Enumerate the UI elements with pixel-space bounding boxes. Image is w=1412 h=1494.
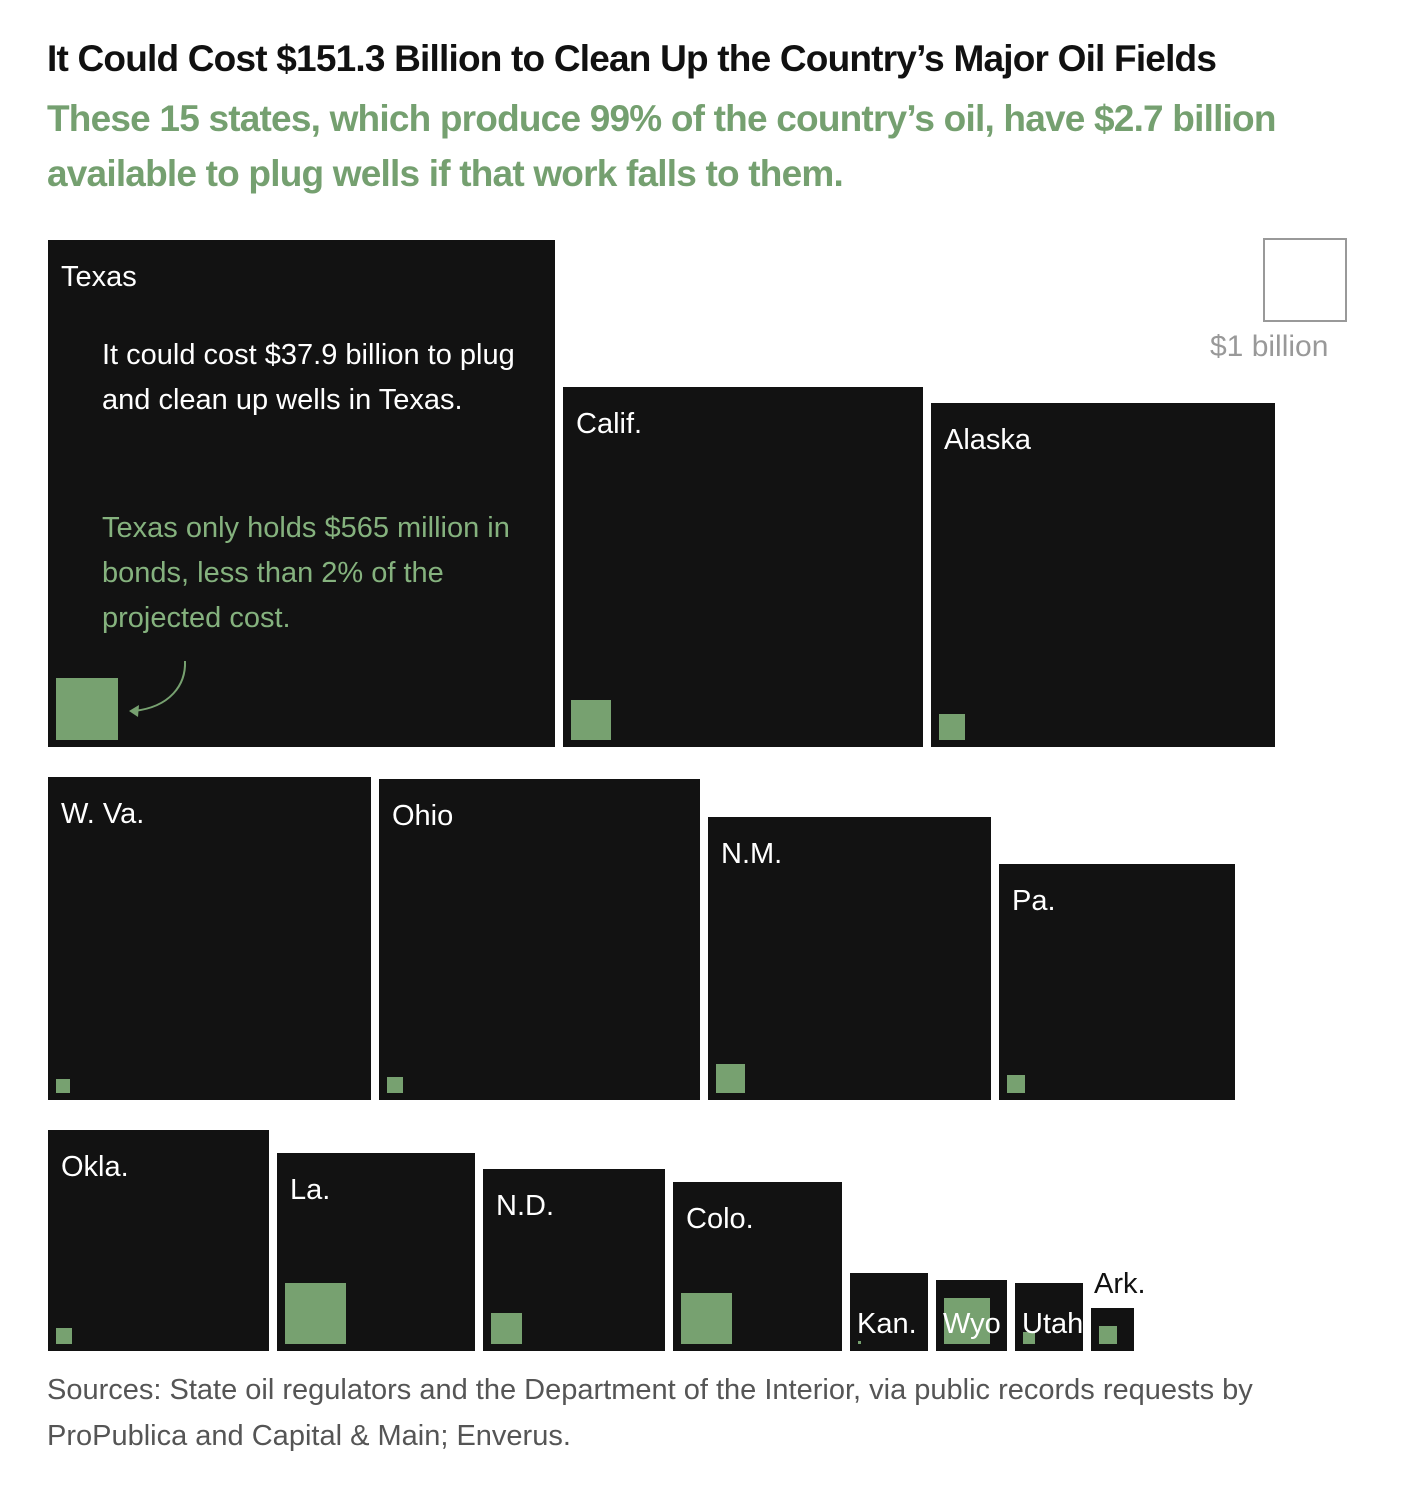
- state-label: N.M.: [721, 838, 783, 870]
- bond-square: [944, 1298, 990, 1344]
- cost-square: Utah: [1015, 1283, 1083, 1351]
- cost-square: W. Va.: [48, 777, 371, 1100]
- chart-title: It Could Cost $151.3 Billion to Clean Up…: [47, 38, 1217, 79]
- chart-subtitle: These 15 states, which produce 99% of th…: [47, 98, 1276, 194]
- arrow-icon: [129, 660, 187, 717]
- annotation-cost: It could cost $37.9 billion to plug and …: [102, 339, 515, 416]
- bond-square: [1099, 1326, 1117, 1344]
- cost-square: La.: [277, 1153, 475, 1351]
- bond-square: [681, 1293, 732, 1344]
- state-label: La.: [290, 1174, 331, 1206]
- state-label: Ark.: [1094, 1268, 1146, 1300]
- state-label: Texas: [61, 261, 137, 293]
- bond-square: [858, 1341, 861, 1344]
- cost-square: Okla.: [48, 1130, 269, 1351]
- bond-square: [56, 678, 118, 740]
- legend-square: [1263, 238, 1347, 322]
- cost-square: [1091, 1308, 1134, 1351]
- bond-square: [56, 1079, 70, 1093]
- bond-square: [571, 700, 611, 740]
- legend-label: $1 billion: [1210, 330, 1329, 363]
- state-label: Utah: [1022, 1308, 1083, 1340]
- cost-square: Texas: [48, 240, 555, 747]
- source-note: Sources: State oil regulators and the De…: [47, 1374, 1253, 1452]
- state-label: Pa.: [1012, 885, 1056, 917]
- bond-square: [387, 1077, 403, 1093]
- state-label: N.D.: [496, 1190, 554, 1222]
- bond-square: [1023, 1332, 1035, 1344]
- cost-square: N.D.: [483, 1169, 665, 1351]
- state-label: Wyo: [943, 1308, 1001, 1340]
- state-label: Calif.: [576, 408, 643, 440]
- annotation-bonds: Texas only holds $565 million in bonds, …: [102, 512, 510, 634]
- bond-square: [285, 1283, 346, 1344]
- bond-square: [56, 1328, 72, 1344]
- cost-square: Ohio: [379, 779, 700, 1100]
- bond-square: [939, 714, 965, 740]
- state-label: Ohio: [392, 800, 454, 832]
- cost-square: Alaska: [931, 403, 1275, 747]
- state-label: Okla.: [61, 1151, 129, 1183]
- bond-square: [716, 1064, 745, 1093]
- state-label: Alaska: [944, 424, 1032, 456]
- state-label: W. Va.: [61, 798, 145, 830]
- cost-square: Kan.: [850, 1273, 928, 1351]
- cost-square: Pa.: [999, 864, 1235, 1100]
- bond-square: [1007, 1075, 1025, 1093]
- state-label: Colo.: [686, 1203, 754, 1235]
- bond-square: [491, 1313, 522, 1344]
- cost-square: N.M.: [708, 817, 991, 1100]
- cost-square: Colo.: [673, 1182, 842, 1351]
- cost-square: Wyo: [936, 1280, 1007, 1351]
- state-label: Kan.: [857, 1308, 917, 1340]
- cost-square: Calif.: [563, 387, 923, 747]
